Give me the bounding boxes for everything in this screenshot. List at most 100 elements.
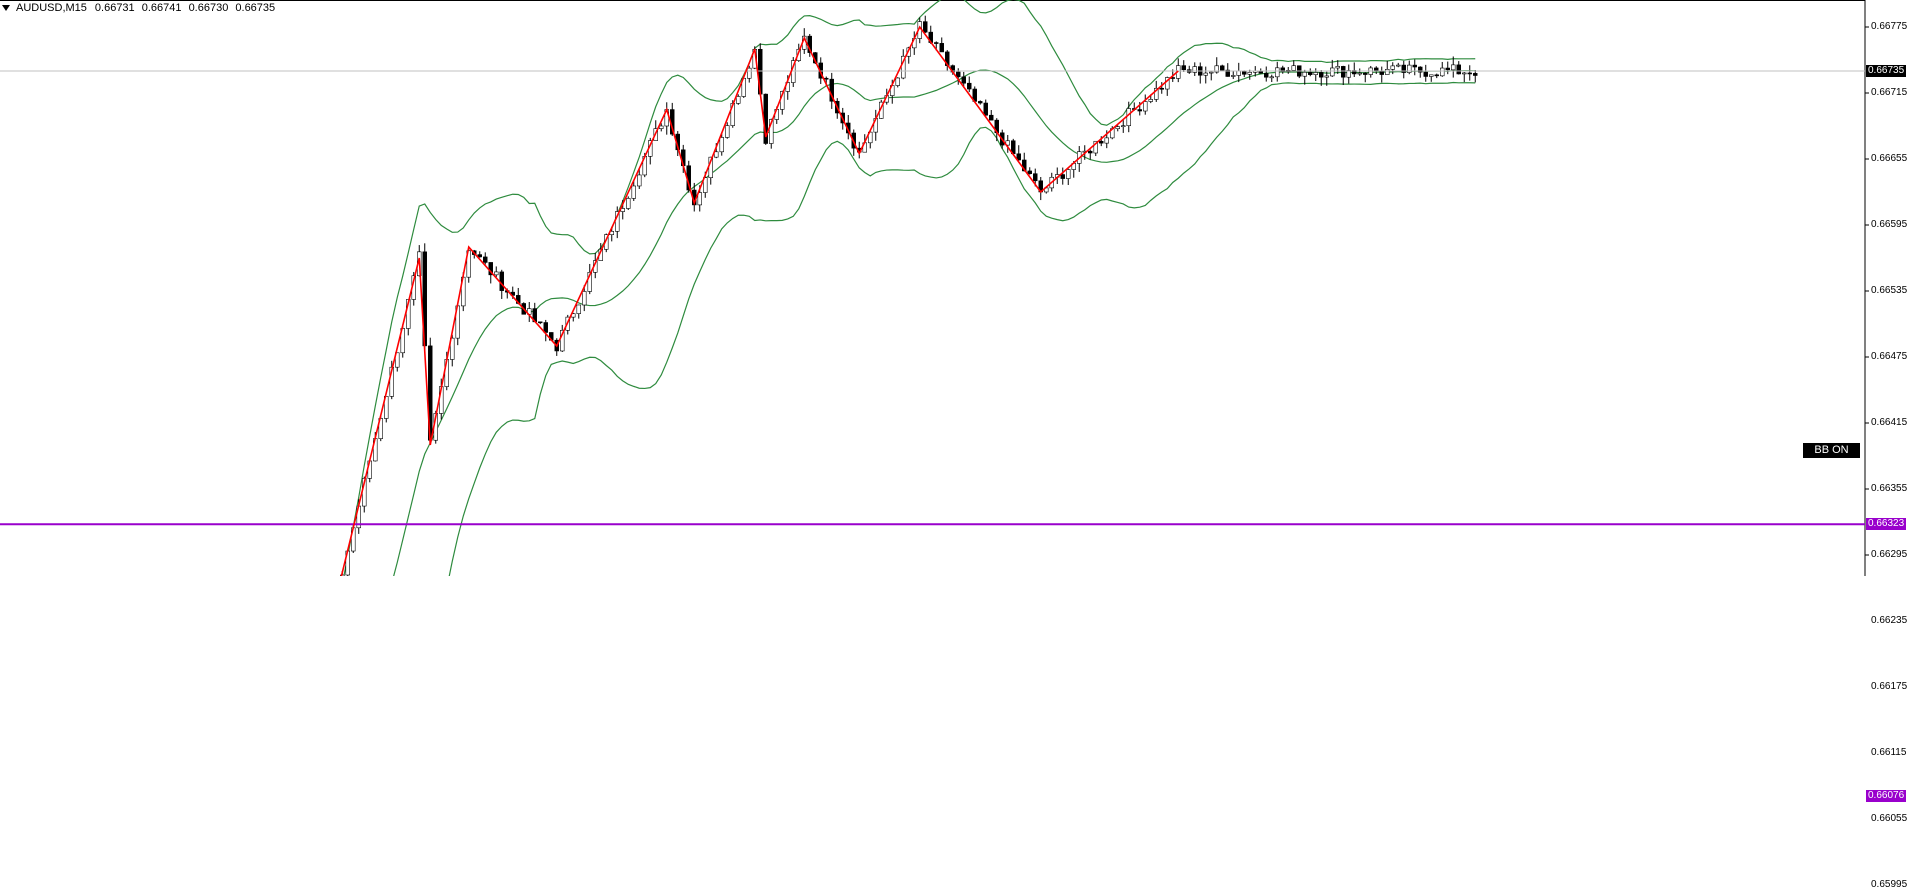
candle-body bbox=[499, 271, 504, 291]
candle-body bbox=[1231, 75, 1236, 77]
bollinger-middle-band bbox=[393, 69, 1476, 576]
symbol-info-bar: AUDUSD,M15 0.66731 0.66741 0.66730 0.667… bbox=[2, 2, 275, 14]
candle-body bbox=[1154, 87, 1159, 100]
candle-body bbox=[1302, 71, 1307, 77]
candle-body bbox=[1005, 140, 1010, 146]
candle-body bbox=[1324, 75, 1329, 78]
candle-body bbox=[659, 125, 664, 129]
candle-body bbox=[934, 42, 939, 44]
candle-body bbox=[620, 208, 625, 212]
candle-body bbox=[1341, 66, 1346, 78]
candle-body bbox=[1434, 74, 1439, 77]
current-price-label: 0.66735 bbox=[1866, 65, 1907, 77]
price-axis-label: 0.66655 bbox=[1871, 153, 1908, 164]
level-price-label: 0.66323 bbox=[1866, 518, 1907, 531]
candle-body bbox=[1473, 73, 1478, 76]
bollinger-lower-band bbox=[448, 81, 1476, 576]
zigzag-indicator bbox=[340, 25, 1179, 576]
candle-body bbox=[1033, 173, 1038, 182]
candle-body bbox=[1181, 65, 1186, 70]
candle-body bbox=[1203, 72, 1208, 76]
candle-body bbox=[637, 174, 642, 187]
level-price-label: 0.66076 bbox=[1866, 789, 1907, 802]
candle-body bbox=[1275, 67, 1280, 78]
candle-body bbox=[1264, 72, 1269, 78]
candle-body bbox=[1192, 66, 1197, 73]
ohlc-high: 0.66741 bbox=[141, 2, 182, 14]
horizontal-levels[interactable] bbox=[0, 523, 1865, 576]
price-axis-label: 0.66115 bbox=[1871, 747, 1907, 758]
collapse-triangle-icon[interactable] bbox=[2, 5, 10, 11]
candle-body bbox=[1308, 71, 1313, 75]
candle-body bbox=[1346, 70, 1351, 78]
candle-body bbox=[1423, 71, 1428, 77]
candle-body bbox=[1418, 66, 1423, 73]
candle-body bbox=[989, 114, 994, 121]
candle-body bbox=[1335, 66, 1340, 69]
bb-toggle-button[interactable]: BB ON bbox=[1803, 443, 1860, 458]
ohlc-close: 0.66735 bbox=[235, 2, 276, 14]
candle-body bbox=[1148, 99, 1153, 102]
candle-body bbox=[494, 271, 499, 276]
bollinger-bands bbox=[343, 0, 1476, 576]
candle-body bbox=[769, 119, 774, 144]
bollinger-upper-band bbox=[343, 0, 1476, 576]
candle-body bbox=[1401, 64, 1406, 73]
candle-body bbox=[1390, 65, 1395, 70]
price-axis-tick-marks bbox=[1865, 26, 1869, 556]
price-axis-label: 0.66295 bbox=[1871, 549, 1908, 560]
candle-body bbox=[1027, 170, 1032, 174]
price-axis-label: 0.66775 bbox=[1871, 21, 1908, 32]
candle-body bbox=[1462, 72, 1467, 75]
candle-body bbox=[703, 177, 708, 193]
candle-body bbox=[483, 256, 488, 263]
candle-body bbox=[1225, 69, 1230, 77]
candle-body bbox=[714, 151, 719, 158]
price-axis-label: 0.66715 bbox=[1871, 87, 1908, 98]
candle-body bbox=[956, 71, 961, 78]
candle-body bbox=[939, 43, 944, 53]
candle-body bbox=[1456, 64, 1461, 75]
candle-body bbox=[895, 77, 900, 86]
candle-body bbox=[1363, 72, 1368, 75]
candle-body bbox=[1137, 109, 1142, 112]
candle-body bbox=[1115, 126, 1120, 130]
candle-body bbox=[384, 396, 389, 419]
candle-body bbox=[967, 82, 972, 90]
candle-body bbox=[1280, 67, 1285, 72]
candle-body bbox=[1126, 108, 1131, 127]
candle-body bbox=[1291, 65, 1296, 71]
candle-body bbox=[1247, 71, 1252, 75]
candle-body bbox=[1104, 137, 1109, 144]
candle-body bbox=[477, 254, 482, 258]
price-chart[interactable] bbox=[0, 0, 1912, 576]
candle-body bbox=[906, 47, 911, 57]
candle-body bbox=[395, 352, 400, 368]
candle-body bbox=[1209, 71, 1214, 74]
candle-body bbox=[719, 137, 724, 153]
price-axis-label: 0.66235 bbox=[1871, 615, 1908, 626]
candle-body bbox=[1429, 74, 1434, 77]
candle-body bbox=[923, 21, 928, 33]
candle-body bbox=[1022, 159, 1027, 172]
candle-body bbox=[697, 192, 702, 206]
candle-body bbox=[961, 76, 966, 84]
candle-body bbox=[1220, 65, 1225, 71]
zigzag-line bbox=[340, 25, 1179, 576]
candle-body bbox=[1313, 72, 1318, 75]
price-axis-label: 0.66055 bbox=[1871, 813, 1908, 824]
candle-body bbox=[736, 96, 741, 104]
price-axis-label: 0.66355 bbox=[1871, 483, 1908, 494]
candle-body bbox=[1236, 70, 1241, 76]
candle-body bbox=[626, 198, 631, 209]
candle-body bbox=[1159, 87, 1164, 90]
candlesticks bbox=[340, 15, 1478, 576]
ohlc-low: 0.66730 bbox=[188, 2, 229, 14]
candle-body bbox=[1269, 76, 1274, 79]
candle-body bbox=[1319, 72, 1324, 78]
candle-body bbox=[560, 330, 565, 352]
candle-body bbox=[1066, 169, 1071, 179]
candle-body bbox=[576, 304, 581, 314]
candle-body bbox=[538, 321, 543, 324]
